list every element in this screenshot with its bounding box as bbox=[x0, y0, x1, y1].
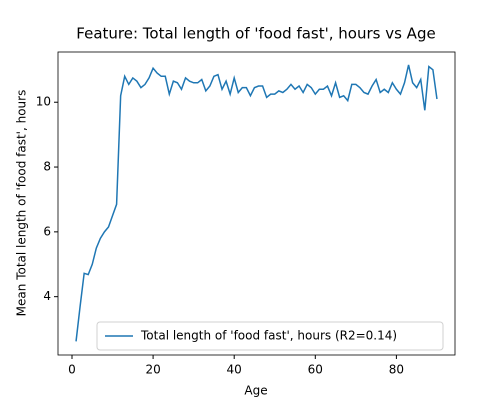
y-tick-label: 6 bbox=[43, 224, 51, 238]
x-tick-label: 60 bbox=[308, 363, 323, 377]
legend-label: Total length of 'food fast', hours (R2=0… bbox=[140, 329, 397, 343]
x-tick-label: 0 bbox=[68, 363, 76, 377]
line bbox=[75, 64, 438, 342]
y-tick-label: 4 bbox=[43, 289, 51, 303]
chart-title: Feature: Total length of 'food fast', ho… bbox=[76, 25, 435, 43]
x-tick-label: 20 bbox=[145, 363, 160, 377]
y-tick-label: 10 bbox=[36, 95, 51, 109]
x-tick-label: 40 bbox=[227, 363, 242, 377]
y-tick-label: 8 bbox=[43, 160, 51, 174]
x-tick-label: 80 bbox=[389, 363, 404, 377]
x-axis-label: Age bbox=[244, 384, 267, 398]
legend-box bbox=[96, 321, 444, 351]
plot-frame bbox=[57, 51, 456, 356]
y-axis-label: Mean Total length of 'food fast', hours bbox=[15, 90, 29, 317]
